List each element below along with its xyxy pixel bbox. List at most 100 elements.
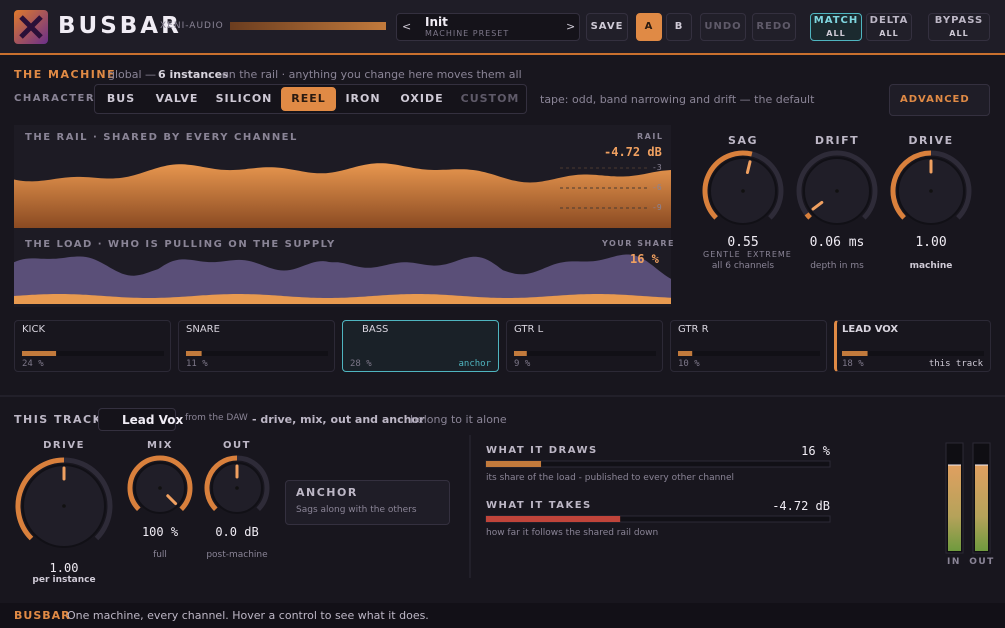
machine-knob-pointer: [811, 200, 824, 211]
toggle-button[interactable]: [928, 13, 990, 41]
toggle-label: BYPASS: [934, 15, 984, 26]
channel-share: 24 %: [22, 359, 44, 369]
channel-name: SNARE: [186, 324, 220, 335]
channel-share-bar: [842, 351, 868, 356]
header-button[interactable]: [700, 13, 746, 41]
anchor-text: Sags along with the others: [296, 505, 417, 515]
rail-label: RAIL: [637, 132, 664, 141]
section-desc: on the rail · anything you change here m…: [222, 68, 522, 81]
channel-name: KICK: [22, 324, 46, 335]
toggle-button[interactable]: [810, 13, 862, 41]
track-desc-strong: - drive, mix, out and anchor: [252, 413, 425, 426]
machine-knob-arc: [804, 212, 812, 220]
share-value: 16 %: [630, 252, 659, 266]
machine-knob-dot: [741, 189, 745, 193]
header-button[interactable]: [752, 13, 796, 41]
header-button[interactable]: [586, 13, 628, 41]
range-label: EXTREME: [747, 250, 792, 259]
header-button[interactable]: [636, 13, 662, 41]
channel-share: 11 %: [186, 359, 208, 369]
channel-card[interactable]: [342, 320, 499, 372]
channel-share: 28 %: [350, 359, 372, 369]
channel-track: [22, 351, 164, 356]
meter-value: 16 %: [801, 444, 830, 458]
toggle-button[interactable]: [866, 13, 912, 41]
track-knob-arc: [127, 455, 193, 511]
character-label: BUS: [106, 92, 136, 105]
advanced-label: ADVANCED: [900, 94, 970, 105]
toggle-sub: ALL: [879, 29, 899, 38]
channel-share-bar: [514, 351, 527, 356]
machine-knob-dot: [929, 189, 933, 193]
track-knob-dot: [158, 486, 162, 490]
toggle-label: MATCH: [813, 15, 859, 26]
knob-label: SAG: [728, 134, 758, 147]
channel-name: BASS: [362, 324, 389, 335]
track-knob-arc: [204, 455, 238, 511]
channel-card[interactable]: [506, 320, 663, 372]
channel-card[interactable]: [14, 320, 171, 372]
load-title: THE LOAD · WHO IS PULLING ON THE SUPPLY: [25, 239, 336, 250]
track-knob-pointer: [166, 494, 178, 506]
channel-card[interactable]: [834, 320, 991, 372]
knob-value: 1.00: [49, 561, 79, 575]
rail-tick: -3: [652, 163, 662, 172]
track-desc: belong to it alone: [410, 413, 507, 426]
channel-name: GTR R: [678, 324, 709, 335]
share-wave: [14, 294, 671, 304]
character-label: REEL: [291, 92, 326, 105]
track-knob-dot: [235, 486, 239, 490]
channel-tag: anchor: [458, 359, 491, 369]
machine-knob-track: [796, 150, 878, 220]
character-note: tape: odd, band narrowing and drift — th…: [540, 93, 815, 106]
logo-mark: [19, 15, 43, 39]
channel-name: LEAD VOX: [842, 324, 899, 335]
knob-value: 0.0 dB: [215, 525, 259, 539]
channel-tag: this track: [928, 359, 983, 369]
knob-note: per instance: [32, 575, 96, 585]
section-desc: global —: [108, 68, 157, 81]
meter-note: how far it follows the shared rail down: [486, 528, 659, 538]
knob-note: post-machine: [206, 550, 268, 560]
channel-share-bar: [678, 351, 693, 356]
rail-value: -4.72 dB: [604, 145, 662, 159]
brand: XENI-AUDIO: [160, 21, 224, 31]
logo-text: BUSBAR: [58, 13, 182, 39]
anchor-title: ANCHOR: [296, 486, 358, 499]
preset-caption: MACHINE PRESET: [425, 29, 510, 38]
section-desc-strong: 6 instances: [158, 68, 229, 81]
machine-knob-arc: [890, 150, 932, 220]
waveforms: [14, 163, 671, 304]
machine-knob-dot: [835, 189, 839, 193]
knob-value: 0.55: [727, 235, 759, 250]
footer-text: One machine, every channel. Hover a cont…: [67, 609, 429, 622]
header-rule: [0, 53, 1005, 55]
level-strip: [230, 22, 386, 30]
vu-label: OUT: [969, 557, 995, 567]
track-source: from the DAW: [185, 413, 248, 423]
button-label: UNDO: [704, 21, 742, 32]
track-knob-dot: [62, 504, 66, 508]
button-label: B: [674, 21, 684, 32]
character-option[interactable]: [281, 87, 336, 111]
knob-value: 1.00: [915, 235, 947, 250]
anchor-toggle[interactable]: [285, 480, 450, 525]
header-button[interactable]: [666, 13, 692, 41]
toggle-label: DELTA: [869, 15, 909, 26]
channel-card[interactable]: [178, 320, 335, 372]
channel-card[interactable]: [670, 320, 827, 372]
machine-knob-pointer: [745, 160, 752, 175]
load-wave: [14, 254, 671, 304]
knob-label: DRIVE: [43, 440, 85, 451]
preset-selector[interactable]: [396, 13, 580, 41]
preset-next: >: [566, 20, 576, 33]
button-label: REDO: [756, 21, 792, 32]
character-label: SILICON: [215, 92, 273, 105]
rail-wave: [14, 163, 671, 228]
vu-label: IN: [947, 557, 961, 567]
share-label: YOUR SHARE: [602, 239, 676, 248]
advanced-button[interactable]: [889, 84, 990, 116]
preset-prev: <: [402, 20, 412, 33]
footer-bg: [0, 603, 1005, 628]
knob-note: full: [153, 550, 167, 560]
